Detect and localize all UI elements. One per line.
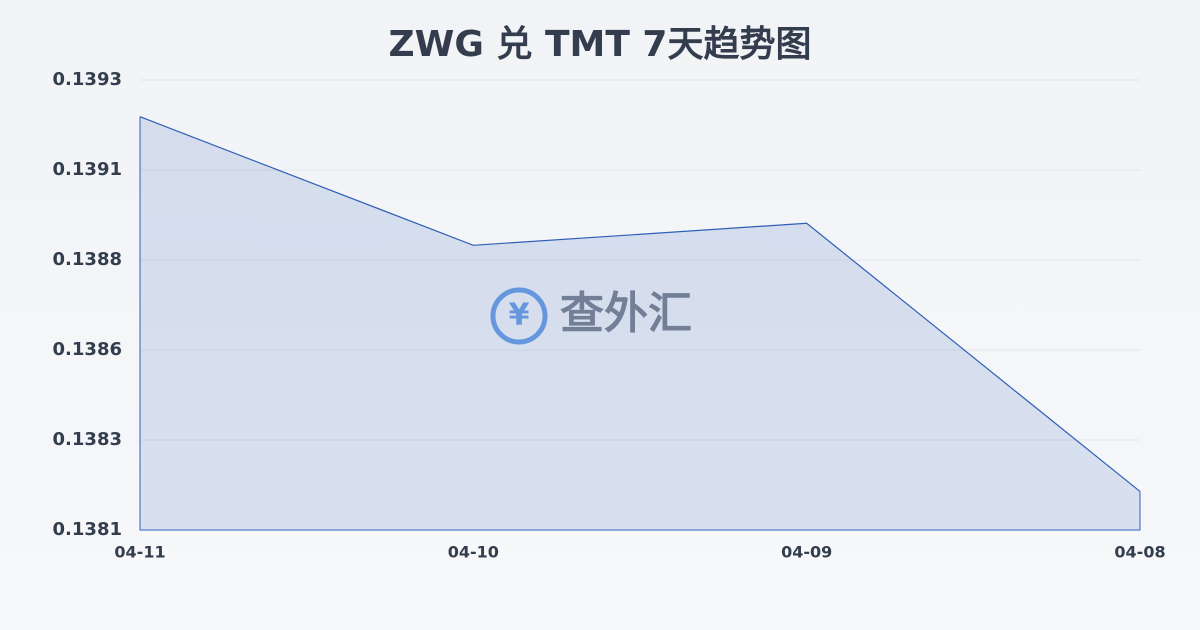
watermark-icon bbox=[490, 287, 548, 345]
area bbox=[140, 116, 1140, 531]
x-tick-label: 04-09 bbox=[781, 543, 832, 562]
x-tick-label: 04-08 bbox=[1114, 543, 1165, 562]
chart-title: ZWG 兑 TMT 7天趋势图 bbox=[389, 24, 812, 65]
y-tick-label: 0.1386 bbox=[53, 339, 122, 360]
y-tick-label: 0.1388 bbox=[53, 249, 122, 270]
y-tick-label: 0.1381 bbox=[53, 519, 122, 540]
area-edge bbox=[139, 116, 1141, 531]
y-tick-label: 0.1391 bbox=[53, 159, 122, 180]
x-tick-label: 04-10 bbox=[448, 543, 499, 562]
line bbox=[139, 116, 1141, 492]
y-tick-label: 0.1383 bbox=[53, 429, 122, 450]
y-tick-label: 0.1393 bbox=[53, 69, 122, 90]
x-tick-label: 04-11 bbox=[114, 543, 165, 562]
watermark: 查外汇 bbox=[560, 288, 692, 339]
watermark-icon-symbol: ¥ bbox=[509, 298, 530, 333]
